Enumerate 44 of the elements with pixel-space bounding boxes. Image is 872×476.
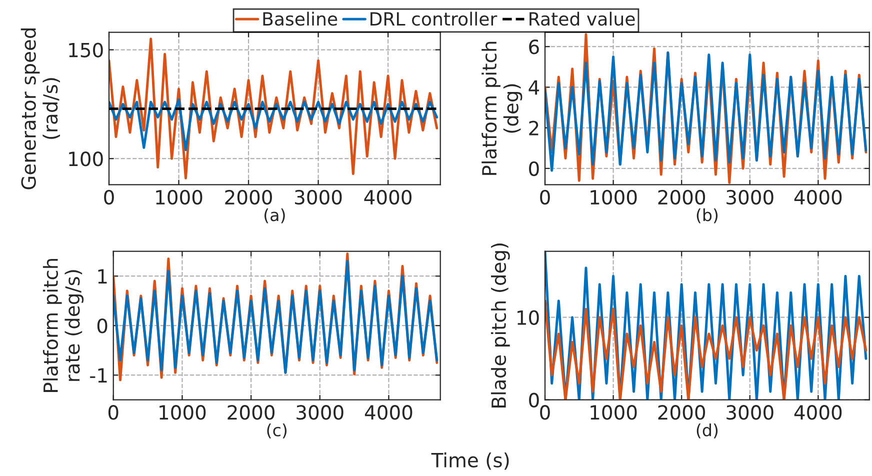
line-series — [109, 98, 438, 152]
y-axis-title: Platform pitch rate (deg/s) — [42, 258, 84, 392]
x-tick-label: 3000 — [726, 190, 774, 205]
x-tick-label: 1000 — [590, 190, 637, 205]
y-tick-label: 10 — [518, 310, 539, 325]
x-axis-title: (b) — [696, 208, 718, 224]
x-tick-label: 2000 — [658, 405, 706, 420]
legend-label: Rated value — [530, 12, 635, 26]
x-tick-label: 3000 — [295, 190, 342, 205]
y-axis-title: Blade pitch (deg) — [491, 243, 510, 408]
y-tick-label: 100 — [69, 152, 103, 166]
legend-label: DRL controller — [370, 12, 498, 26]
x-tick-label: 4000 — [794, 190, 842, 205]
y-tick-label: 150 — [69, 42, 103, 58]
y-axis-title: Generator speed (rad/s) — [20, 28, 60, 190]
y-axis-title: Platform pitch (deg) — [482, 42, 522, 175]
y-tick-label: 0 — [529, 392, 539, 408]
y-tick-label: 2 — [529, 120, 538, 136]
y-tick-label: 4 — [528, 80, 540, 95]
y-tick-label: -1 — [90, 368, 107, 382]
line-series — [545, 51, 868, 172]
x-tick-label: 3000 — [726, 405, 774, 420]
legend-label: Baseline — [263, 12, 338, 26]
x-tick-label: 0 — [540, 405, 550, 420]
x-tick-label: 1000 — [160, 405, 206, 420]
text: Time (s) — [431, 452, 509, 470]
x-tick-label: 4000 — [364, 405, 412, 420]
x-tick-label: 2000 — [228, 405, 274, 420]
x-tick-label: 2000 — [658, 190, 706, 205]
x-axis-title: (d) — [696, 424, 718, 438]
x-tick-label: 4000 — [794, 405, 842, 420]
x-tick-label: 2000 — [225, 190, 272, 205]
x-axis-title: (c) — [267, 424, 287, 438]
x-tick-label: 0 — [540, 190, 550, 205]
y-tick-label: 0 — [97, 318, 108, 334]
x-axis-title: (a) — [264, 208, 285, 224]
x-tick-label: 4000 — [364, 190, 412, 205]
y-tick-label: 0 — [529, 161, 539, 176]
x-tick-label: 3000 — [296, 405, 344, 420]
x-tick-label: 0 — [108, 405, 118, 420]
x-tick-label: 1000 — [156, 190, 202, 205]
y-tick-label: 1 — [98, 269, 107, 284]
x-tick-label: 1000 — [590, 405, 637, 420]
y-tick-label: 6 — [529, 40, 539, 54]
